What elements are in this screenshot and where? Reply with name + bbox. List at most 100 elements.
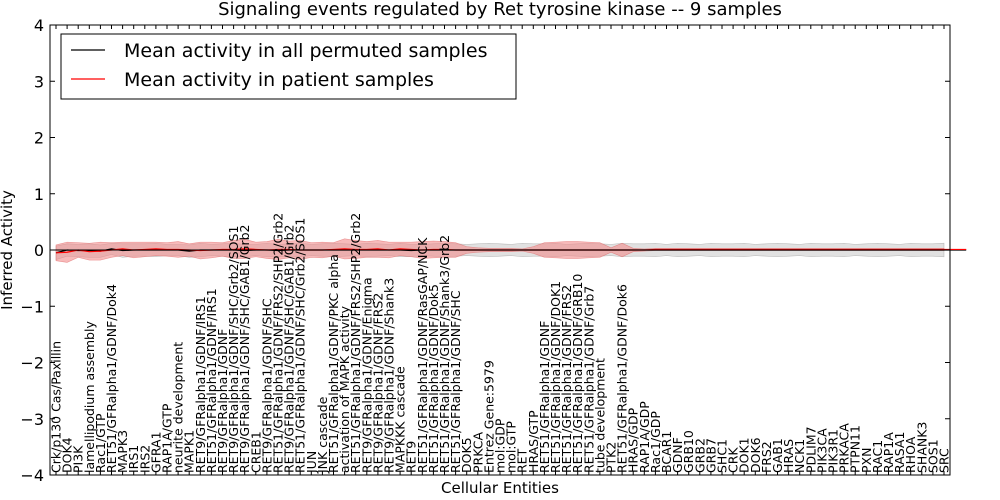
x-category-label: PRKACA — [837, 423, 852, 473]
y-axis-label: Inferred Activity — [0, 190, 16, 310]
x-category-label: RET9/GFRalpha1/GDNF/SHC/GAB1/Grb2 — [237, 224, 252, 473]
x-category-label: RAP1A/GTP — [160, 403, 175, 473]
legend: Mean activity in all permuted samples Me… — [60, 33, 517, 100]
x-category-label: JNK cascade — [315, 396, 330, 474]
x-category-label: GRB2 — [692, 438, 707, 473]
y-tick-label: −2 — [20, 354, 44, 373]
y-tick-label: 0 — [34, 241, 44, 260]
x-category-label: RET — [515, 448, 530, 473]
x-category-label: RET9/GFRalpha1/GDNF/Enigma — [359, 277, 374, 473]
x-category-label: Rac1/GDP — [648, 411, 663, 473]
x-category-label: mol:GDP — [493, 418, 508, 473]
y-tick-label: 1 — [34, 185, 44, 204]
x-category-label: RET51/GFRalpha1/GDNF/GRB10 — [570, 274, 585, 473]
x-category-label: NCK1 — [792, 439, 807, 473]
x-category-label: RET9/GFRalpha1/GDNF/SHC/GAB1/Grb2 — [282, 224, 297, 473]
x-category-label: HRAS/GDP — [626, 407, 641, 473]
x-category-label: PIK3CA — [814, 428, 829, 473]
x-category-label: FRS2 — [759, 441, 774, 473]
x-category-label: SHC1 — [715, 439, 730, 473]
x-category-label: GDNF — [670, 437, 685, 473]
x-category-label: Crk/p130 Cas/Paxillin — [49, 341, 64, 473]
x-category-label: RET51/GFRalpha1/GDNF/PKC alpha — [326, 254, 341, 473]
x-category-label: RET51/GFRalpha1/GDNF/FRS2/SHP2/Grb2 — [271, 213, 286, 473]
x-category-label: GFRA1 — [148, 431, 163, 473]
x-axis-label: Cellular Entities — [441, 479, 559, 497]
x-category-label: RET51/GFRalpha1/GDNF/DOK1 — [548, 281, 563, 473]
x-category-label: RET9/GFRalpha1/GDNF/FRS2 — [370, 293, 385, 473]
legend-label-permuted: Mean activity in all permuted samples — [124, 40, 487, 62]
x-category-label: RASA1 — [892, 432, 907, 473]
x-category-label: SOS1 — [925, 439, 940, 473]
x-category-label: DOK6 — [748, 437, 763, 473]
x-category-label: RET9/GFRalpha1/GDNF/SHC/Grb2/SOS1 — [226, 226, 241, 473]
x-category-label: GRB10 — [681, 430, 696, 473]
x-category-label: RET9/GFRalpha1/GDNF — [215, 329, 230, 473]
x-category-label: mol:GTP — [504, 421, 519, 473]
y-tick-label: 2 — [34, 129, 44, 148]
x-category-label: PRKCA — [470, 432, 485, 473]
chart-title: Signaling events regulated by Ret tyrosi… — [218, 0, 782, 20]
x-category-label: PDLIM7 — [803, 426, 818, 473]
x-category-label: RET51/GFRalpha1/GDNF/SHC/Grb2/SOS1 — [293, 218, 308, 473]
x-category-label: IRS1 — [126, 445, 141, 473]
legend-box — [60, 33, 517, 100]
x-category-label: RET51/GFRalpha1/GDNF/Grb7 — [581, 286, 596, 473]
x-category-label: RET51/GFRalpha1/GDNF/IRS1 — [204, 288, 219, 473]
x-category-label: CRK — [726, 447, 741, 473]
x-category-labels: Crk/p130 Cas/PaxillinDOK4PI3Klamellipodi… — [49, 25, 952, 475]
x-category-label: RET9/GFRalpha1/GDNF/Shank3 — [382, 278, 397, 473]
x-category-label: RAP1A — [881, 432, 896, 473]
y-tick-label: 3 — [34, 72, 44, 91]
x-category-label: DOK1 — [737, 437, 752, 473]
x-category-label: MAPK1 — [182, 430, 197, 473]
x-category-label: RET9/GFRalpha1/GDNF/IRS1 — [193, 296, 208, 473]
x-category-label: Entrez Gene:5979 — [481, 360, 496, 473]
x-category-label: HRAS/GTP — [526, 410, 541, 473]
x-category-label: PI3K — [71, 445, 86, 473]
x-category-label: Rac1/GTP — [93, 413, 108, 473]
y-ticks: 4 3 2 1 0 −1 −2 −3 −4 — [20, 16, 950, 485]
legend-label-patient: Mean activity in patient samples — [124, 69, 434, 91]
x-category-label: PXN — [859, 448, 874, 473]
x-category-label: RET51/GFRalpha1/GDNF/Shank3/Grb2 — [437, 235, 452, 473]
x-category-label: DOK5 — [459, 437, 474, 473]
x-category-label: neurite development — [171, 342, 186, 473]
x-category-label: RET51/GFRalpha1/GDNF/FRS2 — [559, 285, 574, 473]
x-category-label: JUN — [304, 451, 319, 474]
x-category-label: IRS2 — [137, 445, 152, 473]
x-category-label: MAPKKK cascade — [393, 366, 408, 473]
x-category-label: RET51/GFRalpha1/GDNF/FRS2/SHP2/Grb2 — [348, 213, 363, 473]
x-category-label: BCAR1 — [659, 431, 674, 473]
x-category-label: RET51/GFRalpha1/GDNF/Dok4 — [104, 284, 119, 473]
x-category-label: RET51/GFRalpha1/GDNF — [537, 321, 552, 473]
x-category-label: SHANK3 — [914, 422, 929, 473]
x-category-label: GRB7 — [703, 438, 718, 473]
y-tick-label: −4 — [20, 466, 44, 485]
y-tick-label: −1 — [20, 297, 44, 316]
x-category-label: RAP1A/GDP — [637, 401, 652, 473]
x-category-label: GAB1 — [770, 438, 785, 473]
x-category-label: RAC1 — [870, 440, 885, 473]
x-category-label: RET51/GFRalpha1/GDNF/Dok6 — [615, 284, 630, 473]
y-tick-label: −3 — [20, 410, 44, 429]
x-category-label: PTPN11 — [848, 425, 863, 473]
x-category-label: RET51/GFRalpha1/GDNF/RasGAP/NCK — [415, 237, 430, 473]
x-category-label: SRC — [937, 448, 952, 473]
x-category-label: lamellipodium assembly — [82, 321, 97, 473]
x-category-label: RET9 — [404, 441, 419, 473]
x-category-label: activation of MAPK activity — [337, 305, 352, 473]
x-category-label: RET51/GFRalpha1/GDNF/SHC — [448, 290, 463, 473]
x-category-label: CREB1 — [248, 431, 263, 473]
x-category-label: HRAS — [781, 439, 796, 473]
x-category-label: DOK4 — [60, 437, 75, 473]
x-category-label: tube development — [592, 358, 607, 473]
x-category-label: PIK3R1 — [826, 429, 841, 473]
y-tick-label: 4 — [34, 16, 44, 35]
x-category-label: RET51/GFRalpha1/GDNF/Dok5 — [426, 284, 441, 473]
x-category-label: PTK2 — [604, 442, 619, 473]
x-category-label: MAPK3 — [115, 430, 130, 473]
x-category-label: RET9/GFRalpha1/GDNF/SHC — [259, 298, 274, 473]
x-category-label: RHOA — [903, 436, 918, 473]
